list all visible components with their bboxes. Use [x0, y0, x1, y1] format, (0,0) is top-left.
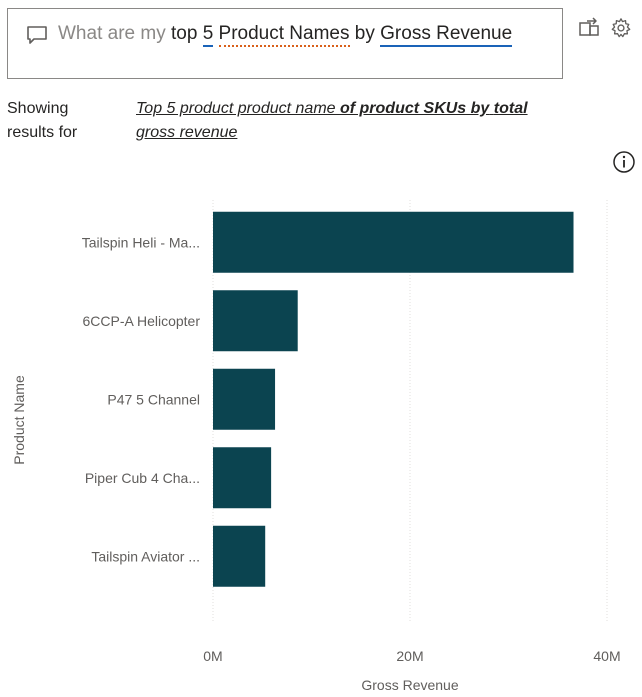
- category-label: Tailspin Heli - Ma...: [82, 234, 200, 250]
- category-label: Piper Cub 4 Cha...: [85, 470, 200, 486]
- share-icon[interactable]: [578, 17, 600, 37]
- chat-bubble-icon: [27, 26, 47, 44]
- question-input[interactable]: What are my top 5 Product Names by Gross…: [58, 19, 548, 48]
- y-axis-title: Product Name: [11, 375, 27, 465]
- qa-question-box[interactable]: What are my top 5 Product Names by Gross…: [7, 8, 563, 79]
- bar-chart: Tailspin Heli - Ma... 6CCP-A Helicopter P4…: [11, 200, 621, 693]
- gear-icon[interactable]: [610, 17, 632, 39]
- x-axis-title: Gross Revenue: [361, 677, 458, 693]
- bar[interactable]: [213, 290, 298, 352]
- question-term-5: 5: [202, 23, 214, 47]
- interpretation-part-3: gross revenue: [136, 124, 238, 141]
- x-tick-label: 20M: [396, 648, 423, 664]
- category-label: 6CCP-A Helicopter: [83, 313, 201, 329]
- interpretation-bold-2: total: [493, 100, 528, 117]
- category-label: P47 5 Channel: [107, 391, 200, 407]
- question-term-gross-revenue: Gross Revenue: [380, 23, 513, 47]
- bar[interactable]: [213, 447, 272, 509]
- interpretation-part-1: Top 5 product product name: [136, 100, 340, 117]
- showing-results-label: Showing results for: [7, 100, 78, 141]
- bar[interactable]: [213, 525, 266, 587]
- bar[interactable]: [213, 368, 276, 430]
- query-interpretation[interactable]: Top 5 product product name of product SK…: [136, 97, 556, 145]
- question-word-top: top: [170, 23, 198, 44]
- x-tick-label: 40M: [593, 648, 620, 664]
- question-prefix: What are my: [58, 23, 166, 44]
- question-word-by: by: [354, 23, 375, 44]
- info-icon[interactable]: [612, 150, 636, 174]
- interpretation-bold-1: of product SKUs by: [339, 100, 490, 117]
- bar[interactable]: [213, 211, 574, 273]
- x-tick-label: 0M: [203, 648, 222, 664]
- category-label: Tailspin Aviator ...: [91, 548, 200, 564]
- question-term-product-names[interactable]: Product Names: [218, 23, 350, 47]
